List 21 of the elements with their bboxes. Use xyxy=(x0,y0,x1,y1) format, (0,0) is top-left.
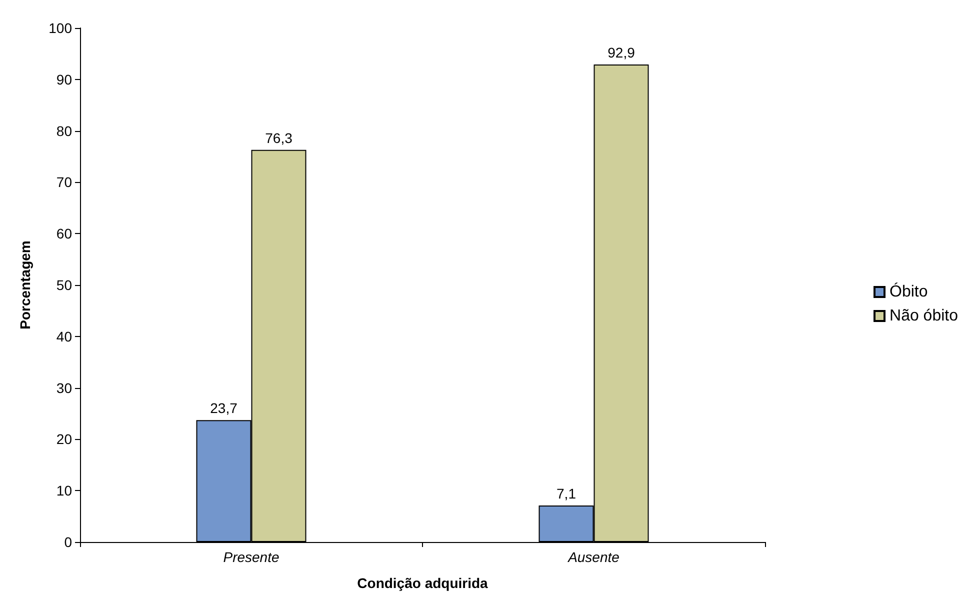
legend-label: Não óbito xyxy=(890,308,958,324)
y-tick-label: 10 xyxy=(56,482,72,499)
y-tick-label: 80 xyxy=(56,122,72,139)
data-label: 92,9 xyxy=(608,44,636,60)
data-label: 7,1 xyxy=(556,486,576,502)
x-tick-label: Ausente xyxy=(567,549,620,565)
data-label: 76,3 xyxy=(265,130,293,146)
y-tick-label: 70 xyxy=(56,174,72,190)
y-tick-label: 90 xyxy=(56,71,72,88)
legend-label: Óbito xyxy=(890,282,928,300)
y-tick-label: 100 xyxy=(48,20,72,36)
y-tick-label: 60 xyxy=(56,226,72,242)
data-label: 23,7 xyxy=(210,400,238,416)
x-axis-title: Condição adquirida xyxy=(357,575,488,591)
y-tick-label: 0 xyxy=(64,534,72,550)
x-tick-label: Presente xyxy=(223,549,280,565)
y-axis-title: Porcentagem xyxy=(17,240,33,330)
y-tick-label: 50 xyxy=(56,277,72,293)
y-tick-label: 20 xyxy=(56,431,72,448)
y-tick-label: 40 xyxy=(56,328,72,344)
y-tick-label: 30 xyxy=(56,380,72,396)
